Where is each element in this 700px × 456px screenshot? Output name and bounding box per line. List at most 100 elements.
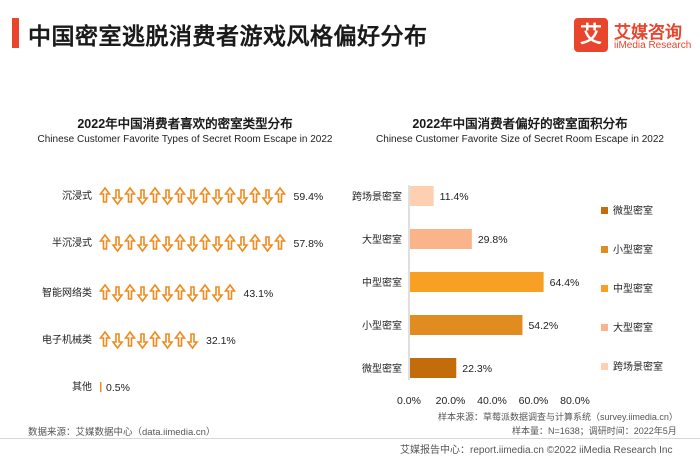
page-title: 中国密室逃脱消费者游戏风格偏好分布 [28, 23, 428, 49]
left-bar-arrows [98, 330, 199, 350]
arrow-down-icon [161, 236, 174, 253]
arrow-down-icon [186, 236, 199, 253]
legend-swatch [601, 363, 608, 370]
right-bar [410, 186, 434, 206]
left-category-label: 沉浸式 [62, 189, 92, 202]
arrow-down-icon [111, 189, 124, 206]
arrow-down-icon [136, 236, 149, 253]
left-category-label: 半沉浸式 [52, 236, 92, 249]
left-bar-mark [100, 382, 102, 392]
arrow-up-icon [148, 186, 162, 203]
right-category-label: 中型密室 [362, 276, 402, 289]
right-bar [410, 315, 523, 335]
arrow-up-icon [173, 330, 187, 347]
arrow-down-icon [161, 333, 174, 350]
legend-swatch [601, 324, 608, 331]
arrow-up-icon [98, 283, 112, 300]
left-bar-arrows [98, 283, 237, 303]
title-accent-bar [12, 18, 19, 48]
arrow-down-icon [186, 189, 199, 206]
right-bar [410, 229, 472, 249]
left-value-label: 57.8% [294, 238, 324, 250]
sample-source-note: 样本来源：草莓派数据调查与计算系统（survey.iimedia.cn） [438, 412, 678, 422]
sample-info-note: 样本量：N=1638；调研时间：2022年5月 [512, 426, 677, 436]
arrow-down-icon [136, 333, 149, 350]
logo-name-cn: 艾媒咨询 [614, 23, 682, 42]
arrow-up-icon [273, 233, 287, 250]
legend-label: 小型密室 [613, 243, 653, 256]
arrow-up-icon [273, 186, 287, 203]
arrow-up-icon [148, 330, 162, 347]
data-source-note: 数据来源：艾媒数据中心（data.iimedia.cn） [28, 427, 216, 438]
arrow-up-icon [123, 330, 137, 347]
arrow-down-icon [161, 189, 174, 206]
arrow-up-icon [173, 283, 187, 300]
arrow-up-icon [198, 283, 212, 300]
right-chart-subtitle: Chinese Customer Favorite Size of Secret… [376, 134, 664, 145]
right-value-label: 64.4% [550, 277, 580, 289]
arrow-up-icon [223, 186, 237, 203]
left-value-label: 59.4% [294, 191, 324, 203]
right-category-label: 跨场景密室 [352, 190, 402, 203]
right-category-label: 大型密室 [362, 233, 402, 246]
arrow-down-icon [161, 286, 174, 303]
left-chart-title: 2022年中国消费者喜欢的密室类型分布 [77, 117, 293, 131]
right-bar [410, 272, 544, 292]
arrow-up-icon [248, 233, 262, 250]
right-value-label: 29.8% [478, 234, 508, 246]
arrow-up-icon [148, 283, 162, 300]
brand-logo: 艾 艾媒咨询 iiMedia Research [574, 18, 692, 58]
legend-label: 微型密室 [613, 204, 653, 217]
right-x-tick-label: 40.0% [477, 395, 507, 407]
arrow-down-icon [111, 286, 124, 303]
arrow-down-icon [261, 189, 274, 206]
arrow-down-icon [136, 189, 149, 206]
right-chart-title: 2022年中国消费者偏好的密室面积分布 [412, 117, 628, 131]
left-bar-arrows [100, 382, 102, 392]
right-value-label: 11.4% [440, 191, 469, 203]
arrow-up-icon [148, 233, 162, 250]
arrow-up-icon [123, 186, 137, 203]
right-bar [410, 358, 457, 378]
logo-name-en: iiMedia Research [614, 40, 692, 51]
left-bar-arrows [98, 233, 287, 253]
arrow-down-icon [186, 286, 199, 303]
copyright-note: 艾媒报告中心：report.iimedia.cn ©2022 iiMedia R… [400, 445, 673, 456]
arrow-down-icon [236, 189, 249, 206]
arrow-up-icon [173, 233, 187, 250]
left-value-label: 32.1% [206, 335, 236, 347]
right-x-tick-label: 60.0% [519, 395, 549, 407]
arrow-up-icon [98, 330, 112, 347]
arrow-down-icon [111, 333, 124, 350]
left-value-label: 0.5% [106, 382, 130, 394]
arrow-up-icon [123, 233, 137, 250]
footer-divider [0, 438, 700, 439]
left-value-label: 43.1% [244, 288, 274, 300]
legend-swatch [601, 246, 608, 253]
right-x-tick-label: 80.0% [560, 395, 590, 407]
right-x-tick-label: 0.0% [397, 395, 421, 407]
arrow-up-icon [173, 186, 187, 203]
right-x-tick-label: 20.0% [436, 395, 466, 407]
arrow-down-icon [136, 286, 149, 303]
arrow-down-icon [111, 236, 124, 253]
arrow-up-icon [223, 233, 237, 250]
right-category-label: 微型密室 [362, 362, 402, 375]
arrow-down-icon [186, 333, 199, 350]
arrow-down-icon [261, 236, 274, 253]
legend-label: 中型密室 [613, 282, 653, 295]
right-value-label: 22.3% [462, 363, 492, 375]
arrow-up-icon [248, 186, 262, 203]
arrow-down-icon [211, 189, 224, 206]
logo-mark: 艾 [574, 18, 608, 52]
legend-label: 跨场景密室 [613, 360, 663, 373]
left-bar-arrows [98, 186, 287, 206]
left-category-label: 其他 [72, 380, 92, 393]
arrow-up-icon [223, 283, 237, 300]
legend-swatch [601, 207, 608, 214]
right-value-label: 54.2% [528, 320, 558, 332]
arrow-down-icon [236, 236, 249, 253]
left-chart-subtitle: Chinese Customer Favorite Types of Secre… [37, 134, 333, 145]
arrow-up-icon [98, 233, 112, 250]
